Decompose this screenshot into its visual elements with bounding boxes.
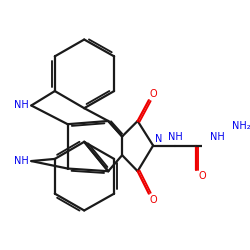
Text: O: O (150, 195, 158, 205)
Text: N: N (155, 134, 162, 144)
Text: NH: NH (14, 100, 29, 110)
Text: O: O (150, 89, 158, 99)
Text: NH₂: NH₂ (232, 121, 250, 131)
Text: NH: NH (168, 132, 182, 142)
Text: O: O (198, 170, 206, 180)
Text: NH: NH (210, 132, 224, 142)
Text: NH: NH (14, 156, 29, 166)
